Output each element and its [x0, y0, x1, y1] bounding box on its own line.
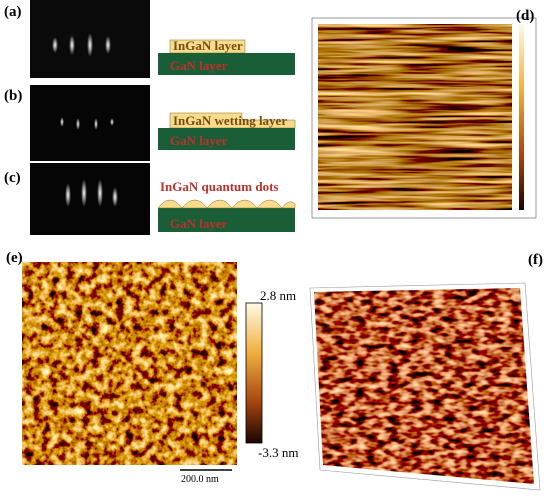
scale-min: -3.3 nm — [258, 445, 298, 460]
layer-diagrams — [157, 39, 296, 232]
colorbar — [245, 302, 263, 444]
rheed-images — [30, 0, 150, 235]
panel-label: (d) — [516, 8, 534, 24]
scale-bar-label: 200.0 nm — [181, 474, 219, 485]
panel-label: (a) — [4, 4, 22, 20]
panel-label: (c) — [4, 170, 21, 186]
scale-max: 2.8 nm — [260, 288, 296, 303]
colorbar — [519, 24, 524, 210]
layer-label: InGaN wetting layer — [173, 113, 287, 128]
afm-3d — [309, 282, 541, 491]
layer-label: InGaN layer — [173, 38, 243, 53]
layer-label: InGaN quantum dots — [160, 179, 279, 194]
panel-label: (e) — [6, 250, 23, 266]
layer-label: GaN layer — [170, 216, 228, 231]
panel-label: (b) — [4, 88, 22, 104]
layer-label: GaN layer — [170, 133, 228, 148]
layer-label: GaN layer — [170, 58, 228, 73]
afm-image — [318, 24, 512, 210]
panel-label: (f) — [528, 252, 543, 268]
afm-image — [22, 262, 237, 465]
